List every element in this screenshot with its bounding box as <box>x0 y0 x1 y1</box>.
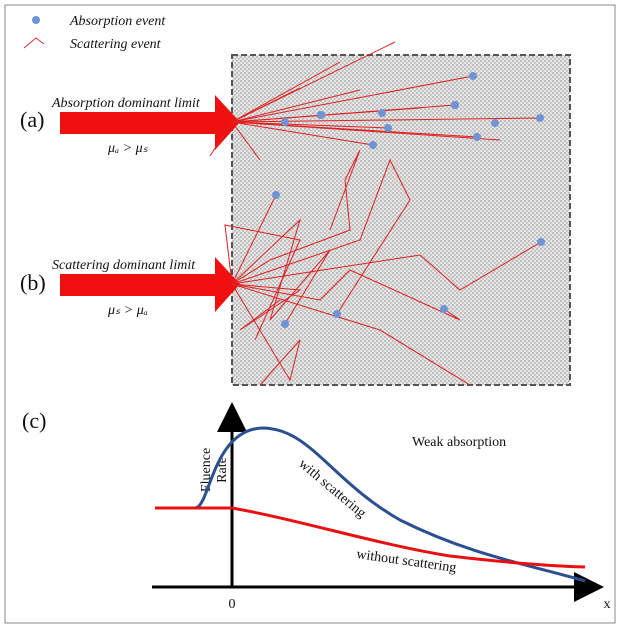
y-axis-label-line: Fluence <box>199 448 214 492</box>
absorption-events <box>272 72 545 328</box>
panel-label: (c) <box>22 408 46 433</box>
scatter-path <box>231 241 542 291</box>
frame <box>4 4 616 624</box>
panel-label: (a) <box>20 107 44 132</box>
scatter-path <box>231 107 421 123</box>
scatter-path <box>231 89 361 123</box>
scatter-path <box>231 158 411 315</box>
scatter-path <box>231 121 261 161</box>
absorption-dot <box>281 320 289 328</box>
panel-condition: μₐ > μₛ <box>107 141 149 156</box>
x-axis-label: x <box>604 597 611 612</box>
beam-arrow <box>60 257 240 312</box>
absorption-dot <box>469 72 477 80</box>
curve-without-scattering <box>155 506 586 569</box>
legend-label: Scattering event <box>70 37 162 52</box>
beam-arrow <box>60 95 240 150</box>
panel-title: Absorption dominant limit <box>51 96 201 111</box>
scatter-path <box>231 283 302 331</box>
scatter-path <box>231 194 277 285</box>
curve-with-scattering <box>155 426 586 583</box>
absorption-dot <box>272 191 280 199</box>
scatter-path <box>231 283 301 386</box>
scatter-path <box>231 121 374 146</box>
panel-title: Scattering dominant limit <box>52 258 196 273</box>
origin-label: 0 <box>229 597 236 612</box>
absorption-dot <box>536 114 544 122</box>
legend-label: Absorption event <box>69 14 166 29</box>
absorption-dot <box>491 119 499 127</box>
scatter-path <box>231 87 301 123</box>
absorption-dot <box>537 238 545 246</box>
y-axis-label-line: Rate <box>215 457 230 483</box>
scatter-path <box>231 149 361 285</box>
scatter-path <box>231 269 461 321</box>
absorption-dot <box>473 133 481 141</box>
scatter-path <box>209 121 233 157</box>
annotation: Weak absorption <box>412 435 506 450</box>
absorption-dot <box>440 305 448 313</box>
absorption-dot <box>451 101 459 109</box>
legend-line <box>23 37 45 49</box>
medium <box>231 54 571 386</box>
absorption-dot <box>378 109 386 117</box>
absorption-dot <box>281 118 289 126</box>
absorption-dot <box>384 124 392 132</box>
scatter-path <box>224 224 301 341</box>
scatter-path <box>231 75 474 123</box>
absorption-dot <box>333 310 341 318</box>
scatter-path <box>231 283 471 386</box>
panel-label: (b) <box>20 270 46 295</box>
legend-dot <box>32 16 40 24</box>
scatter-path <box>231 121 478 138</box>
scatter-path <box>231 218 331 325</box>
absorption-dot <box>317 111 325 119</box>
scatter-path <box>231 121 389 129</box>
legend: Absorption event Scattering event <box>23 14 166 52</box>
panel-condition: μₛ > μₐ <box>107 303 148 318</box>
absorption-dot <box>369 141 377 149</box>
scatter-path <box>231 61 341 123</box>
curve-label: without scattering <box>355 547 457 576</box>
